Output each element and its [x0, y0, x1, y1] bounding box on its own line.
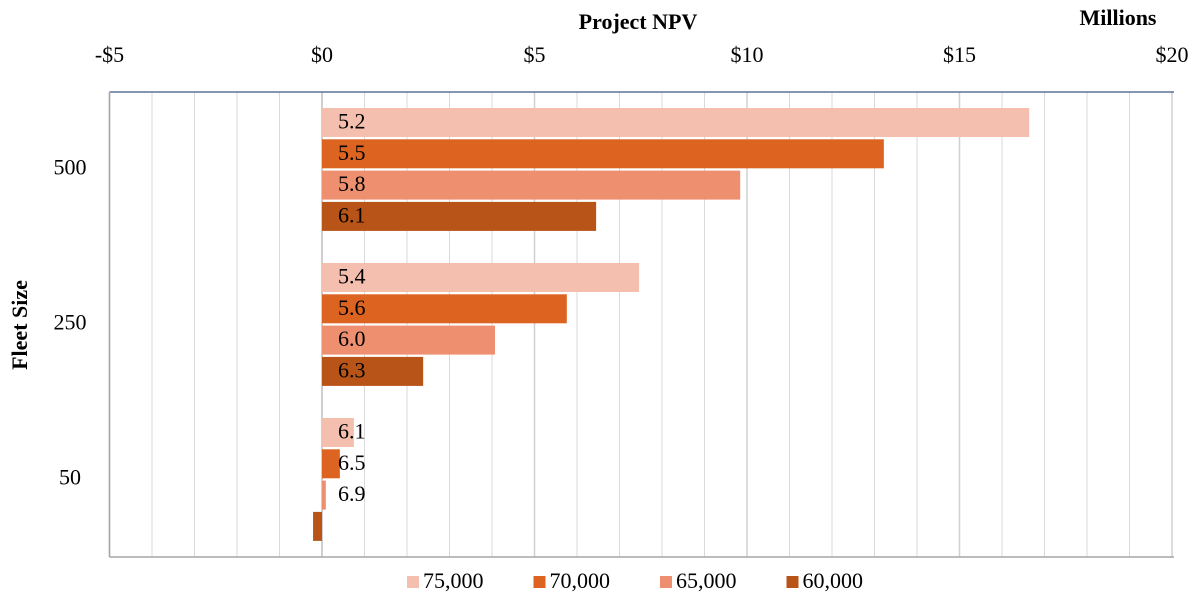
bar [322, 449, 340, 479]
bar [322, 170, 741, 200]
bar-label: 5.5 [338, 140, 366, 165]
bar [322, 201, 597, 231]
legend-label: 75,000 [423, 568, 484, 593]
bar [313, 511, 322, 541]
bar-label: 5.6 [338, 295, 366, 320]
x-tick-label: $20 [1156, 42, 1189, 67]
bar-label: 6.1 [338, 419, 366, 444]
x-tick-label: $5 [524, 42, 546, 67]
bar [322, 480, 326, 510]
x-tick-label: -$5 [95, 42, 124, 67]
bar-label: 6.9 [338, 481, 366, 506]
legend-swatch [407, 576, 419, 588]
bar [322, 325, 495, 355]
bar [322, 263, 640, 292]
bar-label: 6.3 [338, 357, 366, 382]
bar [322, 108, 1030, 137]
legend-label: 65,000 [676, 568, 737, 593]
x-tick-label: $0 [311, 42, 333, 67]
legend-swatch [660, 576, 672, 588]
legend-label: 70,000 [550, 568, 611, 593]
unit-label: Millions [1079, 5, 1156, 30]
bar [322, 356, 424, 386]
legend-swatch [786, 576, 799, 588]
bar-label: 6.0 [338, 326, 366, 351]
bar [322, 294, 567, 324]
y-axis-label: Fleet Size [7, 280, 32, 370]
y-tick-label: 50 [59, 465, 81, 490]
legend-swatch [533, 576, 546, 588]
legend-label: 60,000 [803, 568, 864, 593]
x-tick-label: $15 [943, 42, 976, 67]
bar [322, 139, 884, 169]
chart-title: Project NPV [579, 9, 698, 34]
bar-label: 5.2 [338, 109, 366, 134]
x-tick-label: $10 [731, 42, 764, 67]
y-tick-label: 250 [54, 310, 87, 335]
bar-label: 6.5 [338, 450, 366, 475]
y-tick-label: 500 [54, 155, 87, 180]
bar-label: 5.4 [338, 264, 366, 289]
bar-label: 5.8 [338, 171, 366, 196]
bar [322, 418, 354, 447]
bar-label: 6.1 [338, 202, 366, 227]
